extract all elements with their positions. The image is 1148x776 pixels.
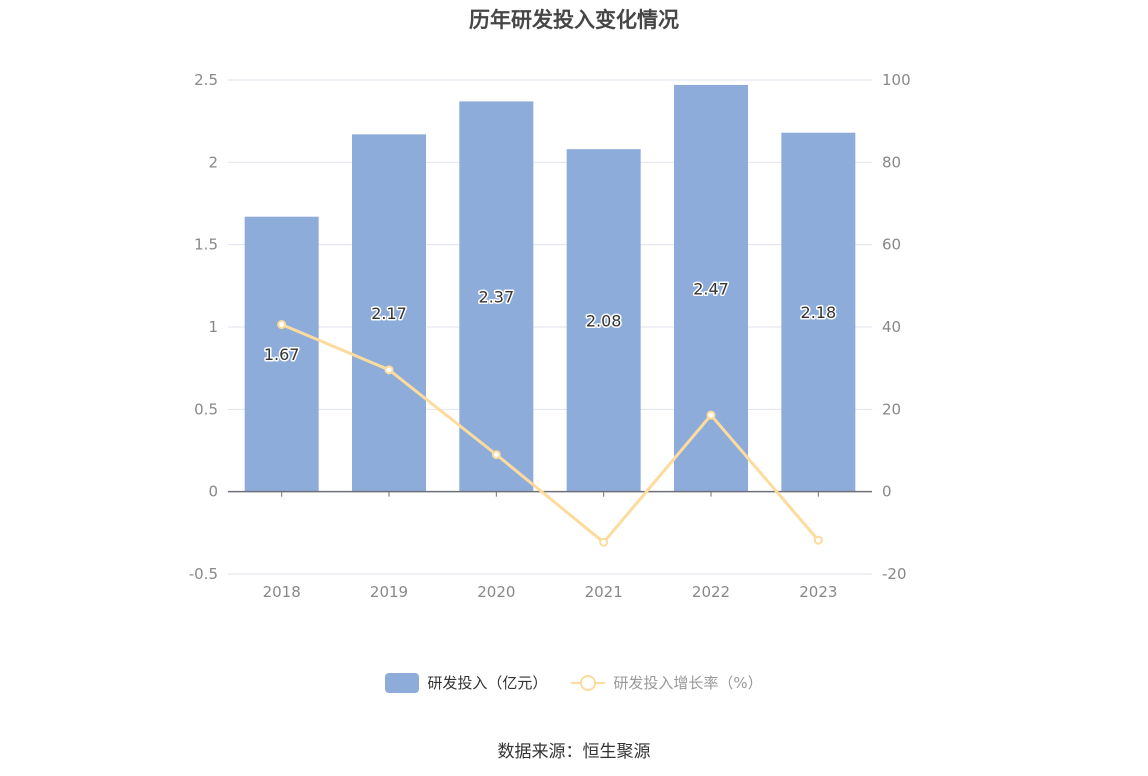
data-source: 数据来源：恒生聚源 xyxy=(497,742,651,762)
bar-data-label: 2.37 xyxy=(479,288,515,307)
legend-label-rd-investment: 研发投入（亿元） xyxy=(427,674,548,692)
y-left-tick-label: 1.5 xyxy=(194,236,218,254)
y-right-tick-label: 80 xyxy=(882,153,901,171)
right-axis: -20 0 20 40 60 80 100 xyxy=(882,71,911,583)
y-right-tick-label: 60 xyxy=(882,236,901,254)
bar-data-label: 2.47 xyxy=(693,279,729,298)
y-left-tick-label: 2.5 xyxy=(194,71,218,89)
legend-item-growth-rate[interactable]: 研发投入增长率（%） xyxy=(571,672,763,693)
y-right-tick-label: 40 xyxy=(882,318,901,336)
bar xyxy=(674,84,748,492)
y-right-tick-label: -20 xyxy=(882,565,907,583)
bar-data-labels: 1.67 2.17 2.37 2.08 2.47 2.18 xyxy=(262,278,837,366)
grid-lines xyxy=(228,79,872,575)
bar xyxy=(781,132,856,492)
bar xyxy=(352,134,426,492)
bar-data-label: 2.17 xyxy=(371,304,407,323)
y-left-tick-label: 0 xyxy=(208,483,218,501)
bar-data-label: 2.18 xyxy=(801,303,837,322)
y-right-tick-label: 20 xyxy=(882,400,901,418)
legend-item-rd-investment[interactable]: 研发投入（亿元） xyxy=(385,672,547,693)
y-left-tick-label: -0.5 xyxy=(189,565,218,583)
legend-line-swatch xyxy=(571,673,606,693)
chart-title: 历年研发投入变化情况 xyxy=(469,8,679,32)
line-point xyxy=(813,535,823,545)
line-point xyxy=(706,410,716,420)
legend-bar-swatch xyxy=(385,672,420,693)
x-axis: 2018 2019 2020 2021 2022 2023 xyxy=(228,490,872,601)
y-left-tick-label: 0.5 xyxy=(194,400,218,418)
bar-series xyxy=(244,84,856,492)
bar xyxy=(244,216,319,492)
bar-data-label: 1.67 xyxy=(264,345,300,364)
x-tick-label: 2020 xyxy=(477,583,515,601)
x-tick-label: 2019 xyxy=(370,583,408,601)
y-left-tick-label: 2 xyxy=(208,153,218,171)
line-point xyxy=(599,537,609,547)
y-right-tick-label: 0 xyxy=(882,483,892,501)
bar xyxy=(566,149,641,492)
y-right-tick-label: 100 xyxy=(882,71,911,89)
x-tick-label: 2021 xyxy=(585,583,623,601)
bar xyxy=(459,101,534,492)
line-point xyxy=(384,365,394,375)
growth-rate-line xyxy=(281,323,820,544)
legend: 研发投入（亿元） 研发投入增长率（%） xyxy=(0,672,1148,693)
line-point xyxy=(491,450,501,460)
x-tick-label: 2018 xyxy=(263,583,301,601)
y-left-tick-label: 1 xyxy=(208,318,218,336)
x-tick-label: 2023 xyxy=(799,583,837,601)
bar-data-label: 2.08 xyxy=(586,311,622,330)
line-series xyxy=(277,320,823,547)
x-tick-label: 2022 xyxy=(692,583,730,601)
line-point xyxy=(277,320,287,330)
left-axis: -0.5 0 0.5 1 1.5 2 2.5 xyxy=(189,71,218,583)
legend-label-growth-rate: 研发投入增长率（%） xyxy=(613,674,763,692)
